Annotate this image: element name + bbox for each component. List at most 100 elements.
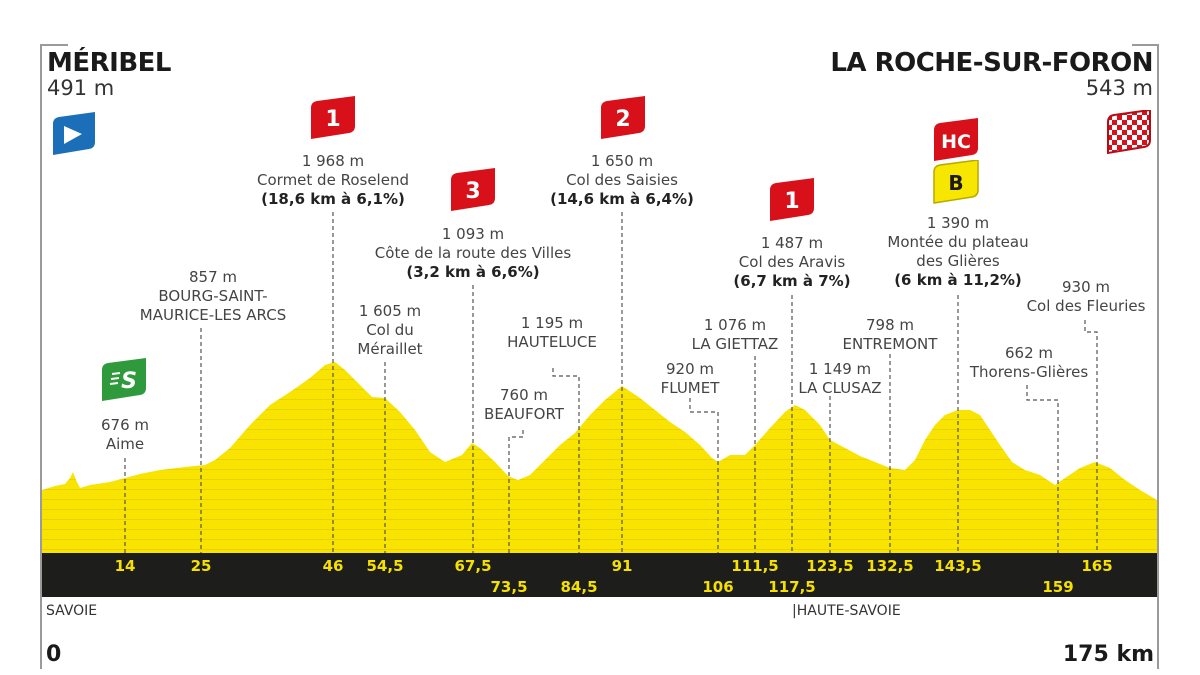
waypoint-altitude: 857 m [188, 268, 238, 286]
climb-label-cote-route-des-villes: 1 093 m Côte de la route des Villes (3,2… [375, 225, 571, 282]
waypoint-name: BOURG-SAINT- [158, 287, 268, 305]
climb-altitude: 1 968 m [301, 152, 365, 170]
waypoint-thorens-glieres: 662 m Thorens-Glières [970, 344, 1088, 382]
waypoint-name: LA CLUSAZ [798, 379, 882, 397]
svg-text:3: 3 [465, 179, 480, 204]
waypoint-name: BEAUFORT [484, 405, 564, 423]
waypoint-altitude: 1 605 m [358, 302, 422, 320]
sprint-altitude: 676 m [100, 416, 150, 434]
waypoint-name: Col des Fleuries [1026, 297, 1146, 315]
waypoint-name: HAUTELUCE [507, 333, 597, 351]
climb-category-badge-1: 1 [311, 96, 355, 139]
profile-area [42, 362, 1157, 553]
km-marker: 84,5 [560, 578, 598, 596]
climb-label-col-des-saisies: 1 650 m Col des Saisies (14,6 km à 6,4%) [550, 152, 694, 209]
climb-altitude: 1 093 m [441, 225, 505, 243]
km-marker: 67,5 [454, 557, 492, 575]
km-marker: 14 [114, 557, 136, 575]
climb-altitude: 1 650 m [590, 152, 654, 170]
guide-lines [124, 212, 1098, 553]
distance-start: 0 [46, 642, 62, 667]
start-city: MÉRIBEL [47, 48, 171, 78]
sprint-icon: S [102, 358, 146, 401]
waypoint-altitude: 1 149 m [808, 360, 872, 378]
climb-name: Col des Saisies [566, 171, 678, 189]
climb-name: Cormet de Roselend [257, 171, 409, 189]
svg-text:1: 1 [325, 107, 340, 132]
climb-detail: (14,6 km à 6,4%) [550, 190, 694, 208]
sprint-label-aime: 676 m Aime [101, 416, 149, 454]
waypoint-altitude: 760 m [499, 386, 548, 404]
climb-category-badge-1b: 1 [770, 178, 814, 221]
km-marker: 106 [702, 578, 734, 596]
waypoint-altitude: 930 m [1061, 278, 1111, 296]
km-marker: 159 [1042, 578, 1074, 596]
climb-category-badge-hc: HC [934, 118, 978, 161]
waypoint-name-2: MAURICE-LES ARCS [139, 306, 287, 324]
waypoint-flumet: 920 m FLUMET [661, 360, 720, 398]
climb-detail: (6,7 km à 7%) [733, 272, 851, 290]
km-marker: 25 [190, 557, 212, 575]
waypoint-altitude: 1 195 m [520, 314, 584, 332]
distance-end: 175 km [1062, 642, 1154, 667]
svg-text:S: S [121, 369, 137, 394]
svg-text:HC: HC [941, 131, 971, 153]
climb-detail: (6 km à 11,2%) [894, 271, 1022, 289]
climb-altitude: 1 487 m [760, 234, 824, 252]
km-marker: 91 [611, 557, 633, 575]
waypoint-name: LA GIETTAZ [691, 335, 779, 353]
climb-category-badge-3: 3 [451, 168, 495, 211]
frame-left-line [40, 44, 42, 669]
bonus-badge-b: B [933, 160, 979, 204]
km-marker: 73,5 [490, 578, 528, 596]
waypoint-bourg-saint-maurice: 857 m BOURG-SAINT- MAURICE-LES ARCS [140, 268, 286, 325]
sprint-name: Aime [105, 435, 145, 453]
climb-name: Col des Aravis [738, 253, 846, 271]
waypoint-col-du-meraillet: 1 605 m Col du Méraillet [357, 302, 422, 359]
frame-right-line [1157, 44, 1159, 669]
svg-text:1: 1 [784, 189, 799, 214]
climb-name: Côte de la route des Villes [374, 244, 572, 262]
km-marker-strip [42, 553, 1157, 597]
waypoint-la-giettaz: 1 076 m LA GIETTAZ [692, 316, 779, 354]
km-marker: 117,5 [768, 578, 816, 596]
climb-category-badge-2: 2 [601, 96, 645, 139]
finish-city: LA ROCHE-SUR-FORON [830, 48, 1153, 78]
climb-name-2: des Glières [916, 252, 1000, 270]
km-marker: 54,5 [366, 557, 404, 575]
finish-flag-icon [1107, 110, 1151, 155]
waypoint-altitude: 798 m [865, 316, 914, 334]
waypoint-altitude: 662 m [1004, 344, 1054, 362]
climb-label-cormet-de-roselend: 1 968 m Cormet de Roselend (18,6 km à 6,… [257, 152, 409, 209]
km-marker: 46 [322, 557, 344, 575]
climb-label-plateau-des-glieres: 1 390 m Montée du plateau des Glières (6… [887, 214, 1028, 290]
km-marker: 165 [1081, 557, 1113, 575]
svg-text:B: B [948, 171, 963, 195]
start-flag-icon [53, 112, 95, 155]
waypoint-name-2: Méraillet [357, 340, 423, 358]
km-marker: 143,5 [934, 557, 982, 575]
waypoint-beaufort: 760 m BEAUFORT [484, 386, 564, 424]
finish-altitude: 543 m [1085, 76, 1153, 100]
km-marker: 123,5 [806, 557, 854, 575]
frame-left-tick [40, 44, 68, 46]
waypoint-name: Col du [366, 321, 414, 339]
climb-detail: (18,6 km à 6,1%) [261, 190, 405, 208]
climb-label-col-des-aravis: 1 487 m Col des Aravis (6,7 km à 7%) [733, 234, 850, 291]
waypoint-entremont: 798 m ENTREMONT [843, 316, 938, 354]
waypoint-altitude: 1 076 m [703, 316, 767, 334]
department-savoie: SAVOIE [46, 603, 98, 619]
waypoint-altitude: 920 m [665, 360, 714, 378]
waypoint-name: FLUMET [660, 379, 720, 397]
km-marker: 132,5 [866, 557, 914, 575]
waypoint-col-des-fleuries: 930 m Col des Fleuries [1027, 278, 1146, 316]
climb-name: Montée du plateau [887, 233, 1029, 251]
department-haute-savoie: |HAUTE-SAVOIE [792, 603, 901, 619]
climb-detail: (3,2 km à 6,6%) [406, 263, 540, 281]
waypoint-name: Thorens-Glières [969, 363, 1089, 381]
climb-altitude: 1 390 m [926, 214, 990, 232]
waypoint-name: ENTREMONT [842, 335, 938, 353]
waypoint-hauteluce: 1 195 m HAUTELUCE [507, 314, 597, 352]
frame-right-tick [1132, 44, 1159, 46]
